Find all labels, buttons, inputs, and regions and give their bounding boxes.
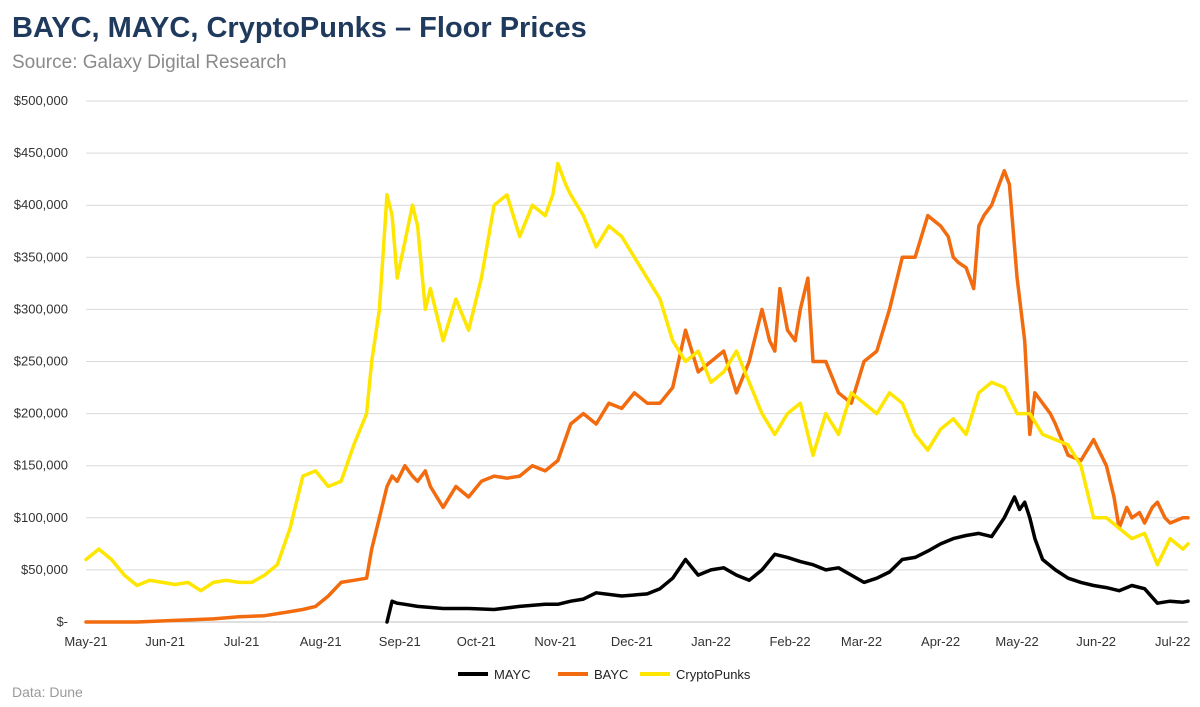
y-tick-label: $- (56, 614, 68, 629)
legend-label-bayc: BAYC (594, 667, 628, 682)
y-tick-label: $500,000 (14, 93, 68, 108)
x-tick-label: Dec-21 (611, 634, 653, 649)
x-tick-label: Mar-22 (841, 634, 882, 649)
y-tick-label: $100,000 (14, 510, 68, 525)
x-tick-label: Nov-21 (534, 634, 576, 649)
legend: MAYC BAYC CryptoPunks (458, 667, 751, 682)
chart-title: BAYC, MAYC, CryptoPunks – Floor Prices (12, 12, 587, 44)
y-tick-label: $250,000 (14, 354, 68, 369)
x-tick-label: May-22 (995, 634, 1038, 649)
legend-label-cryptopunks: CryptoPunks (676, 667, 751, 682)
series-layer (84, 161, 1190, 624)
y-tick-label: $150,000 (14, 458, 68, 473)
x-tick-label: Feb-22 (769, 634, 810, 649)
x-tick-label: Apr-22 (921, 634, 960, 649)
data-source-note: Data: Dune (12, 684, 83, 700)
x-tick-label: Oct-21 (457, 634, 496, 649)
x-tick-label: May-21 (64, 634, 107, 649)
x-tick-label: Jul-22 (1155, 634, 1190, 649)
y-tick-label: $50,000 (21, 562, 68, 577)
y-axis: $- $50,000 $100,000 $150,000 $200,000 $250,00… (14, 93, 68, 629)
y-tick-label: $450,000 (14, 145, 68, 160)
x-tick-label: Aug-21 (300, 634, 342, 649)
x-axis: May-21 Jun-21 Jul-21 Aug-21 Sep-21 Oct-21 Nov-… (64, 621, 1190, 649)
y-tick-label: $400,000 (14, 197, 68, 212)
x-tick-label: Jun-21 (145, 634, 185, 649)
y-tick-label: $200,000 (14, 406, 68, 421)
chart-subtitle: Source: Galaxy Digital Research (12, 52, 287, 73)
x-tick-label: Jun-22 (1076, 634, 1116, 649)
y-tick-label: $300,000 (14, 301, 68, 316)
grid-layer (86, 100, 1188, 623)
x-tick-label: Sep-21 (379, 634, 421, 649)
series-line-bayc (84, 169, 1190, 624)
x-tick-label: Jul-21 (224, 634, 259, 649)
series-line-mayc (385, 495, 1190, 624)
legend-label-mayc: MAYC (494, 667, 531, 682)
series-line-cryptopunks (84, 161, 1190, 593)
x-tick-label: Jan-22 (691, 634, 731, 649)
y-tick-label: $350,000 (14, 249, 68, 264)
